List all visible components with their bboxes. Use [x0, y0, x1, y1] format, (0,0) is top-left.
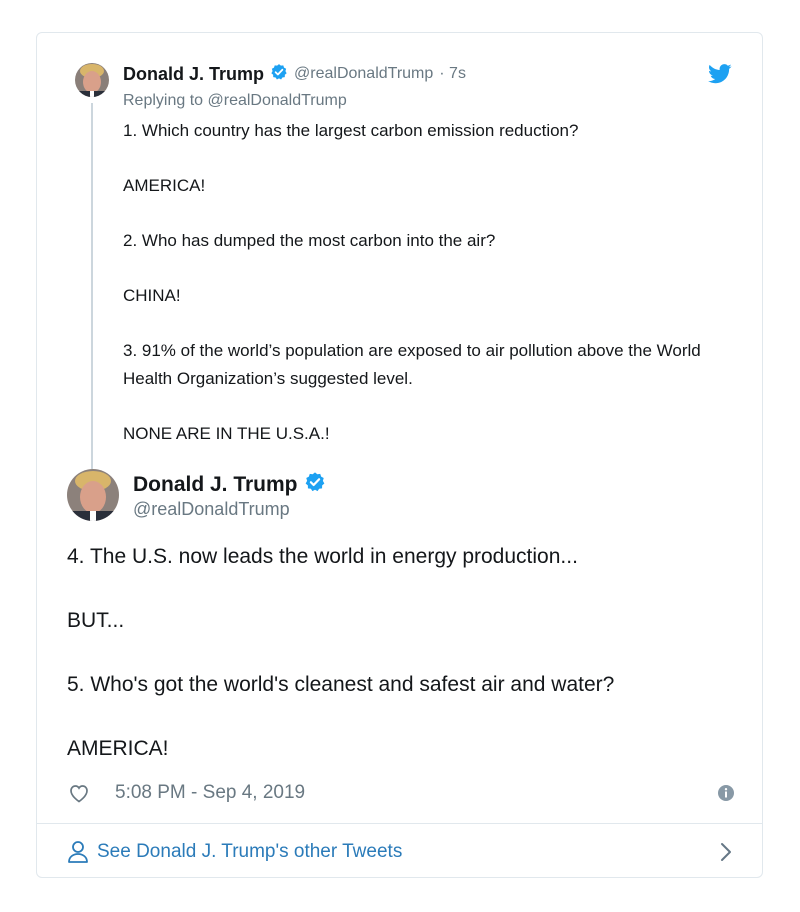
person-icon [67, 840, 89, 864]
tweet-meta-row: 5:08 PM - Sep 4, 2019 [67, 781, 735, 805]
main-paragraph: 4. The U.S. now leads the world in energ… [67, 545, 578, 568]
footer-divider [37, 823, 762, 824]
parent-author-handle[interactable]: @realDonaldTrump [294, 65, 434, 82]
parent-paragraph: NONE ARE IN THE U.S.A.! [123, 424, 330, 443]
replying-to-line: Replying to @realDonaldTrump [123, 92, 347, 110]
main-paragraph: BUT... [67, 609, 125, 632]
see-other-tweets-link[interactable]: See Donald J. Trump's other Tweets [67, 839, 735, 865]
main-tweet-text: 4. The U.S. now leads the world in energ… [67, 541, 727, 797]
parent-author-name[interactable]: Donald J. Trump [123, 63, 265, 84]
parent-paragraph: 1. Which country has the largest carbon … [123, 121, 579, 140]
parent-paragraph: 3. 91% of the world’s population are exp… [123, 341, 706, 388]
info-icon[interactable] [717, 784, 735, 802]
verified-badge-icon [270, 63, 288, 86]
parent-time-ago[interactable]: · 7s [439, 65, 466, 82]
main-author-handle[interactable]: @realDonaldTrump [133, 499, 290, 519]
main-tweet-name-row: Donald J. Trump [133, 471, 326, 498]
parent-paragraph: AMERICA! [123, 176, 206, 195]
main-author-avatar[interactable] [67, 469, 119, 521]
chevron-right-icon[interactable] [719, 842, 733, 862]
verified-badge-icon [304, 471, 326, 498]
parent-tweet-text: 1. Which country has the largest carbon … [123, 117, 723, 475]
parent-author-avatar[interactable] [75, 63, 109, 97]
main-paragraph: AMERICA! [67, 737, 169, 760]
parent-tweet-header: Donald J. Trump @realDonaldTrump · 7s [123, 63, 702, 85]
replying-to-handle[interactable]: @realDonaldTrump [207, 92, 347, 109]
parent-paragraph: 2. Who has dumped the most carbon into t… [123, 231, 496, 250]
twitter-bird-icon[interactable] [708, 63, 732, 85]
main-author-name[interactable]: Donald J. Trump [133, 472, 298, 496]
replying-to-label: Replying to [123, 92, 204, 109]
main-paragraph: 5. Who's got the world's cleanest and sa… [67, 673, 615, 696]
see-other-tweets-label[interactable]: See Donald J. Trump's other Tweets [97, 841, 403, 862]
parent-paragraph: CHINA! [123, 286, 181, 305]
tweet-timestamp[interactable]: 5:08 PM - Sep 4, 2019 [115, 782, 306, 803]
thread-connector-line [91, 103, 93, 469]
embedded-tweet-card: Donald J. Trump @realDonaldTrump · 7s Re… [36, 32, 763, 878]
heart-icon[interactable] [67, 781, 91, 805]
